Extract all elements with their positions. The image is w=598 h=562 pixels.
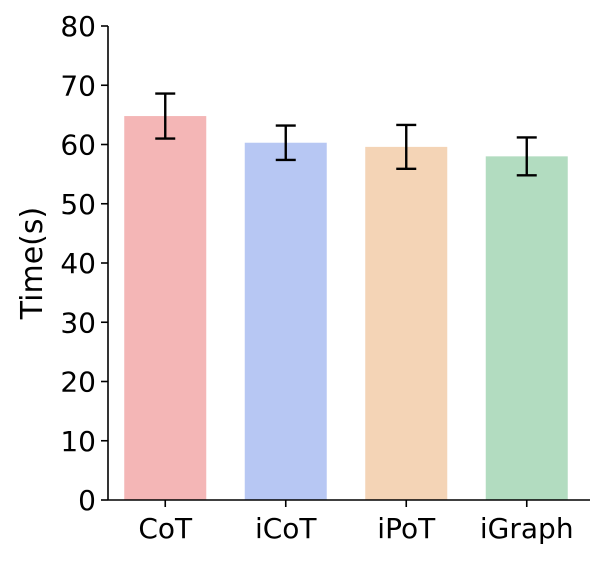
error-bar-icot bbox=[275, 124, 296, 162]
y-tick-label: 30 bbox=[60, 306, 96, 339]
y-tick-label: 70 bbox=[60, 69, 96, 102]
x-tick-label: iCoT bbox=[255, 512, 317, 545]
error-bar-ipot bbox=[396, 123, 417, 170]
bar-cot bbox=[124, 116, 207, 500]
y-axis-title: Time(s) bbox=[15, 207, 50, 320]
error-bar-igraph bbox=[516, 136, 537, 177]
x-tick-label: iGraph bbox=[480, 512, 574, 545]
y-tick-label: 0 bbox=[78, 484, 96, 517]
error-bar-cot bbox=[155, 92, 176, 140]
y-tick-label: 10 bbox=[60, 425, 96, 458]
bar-igraph bbox=[485, 156, 568, 500]
y-ticks: 0 10 20 30 40 50 60 70 80 bbox=[60, 10, 108, 517]
bar-icot bbox=[244, 142, 327, 500]
x-ticks: CoT iCoT iPoT iGraph bbox=[138, 500, 574, 545]
x-tick-label: CoT bbox=[138, 512, 193, 545]
bar-ipot bbox=[365, 146, 448, 500]
y-tick-label: 20 bbox=[60, 366, 96, 399]
y-tick-label: 60 bbox=[60, 129, 96, 162]
y-tick-label: 40 bbox=[60, 247, 96, 280]
error-bars-layer bbox=[155, 92, 537, 177]
bars-layer bbox=[124, 116, 568, 500]
x-tick-label: iPoT bbox=[377, 512, 436, 545]
y-tick-label: 50 bbox=[60, 188, 96, 221]
y-tick-label: 80 bbox=[60, 10, 96, 43]
